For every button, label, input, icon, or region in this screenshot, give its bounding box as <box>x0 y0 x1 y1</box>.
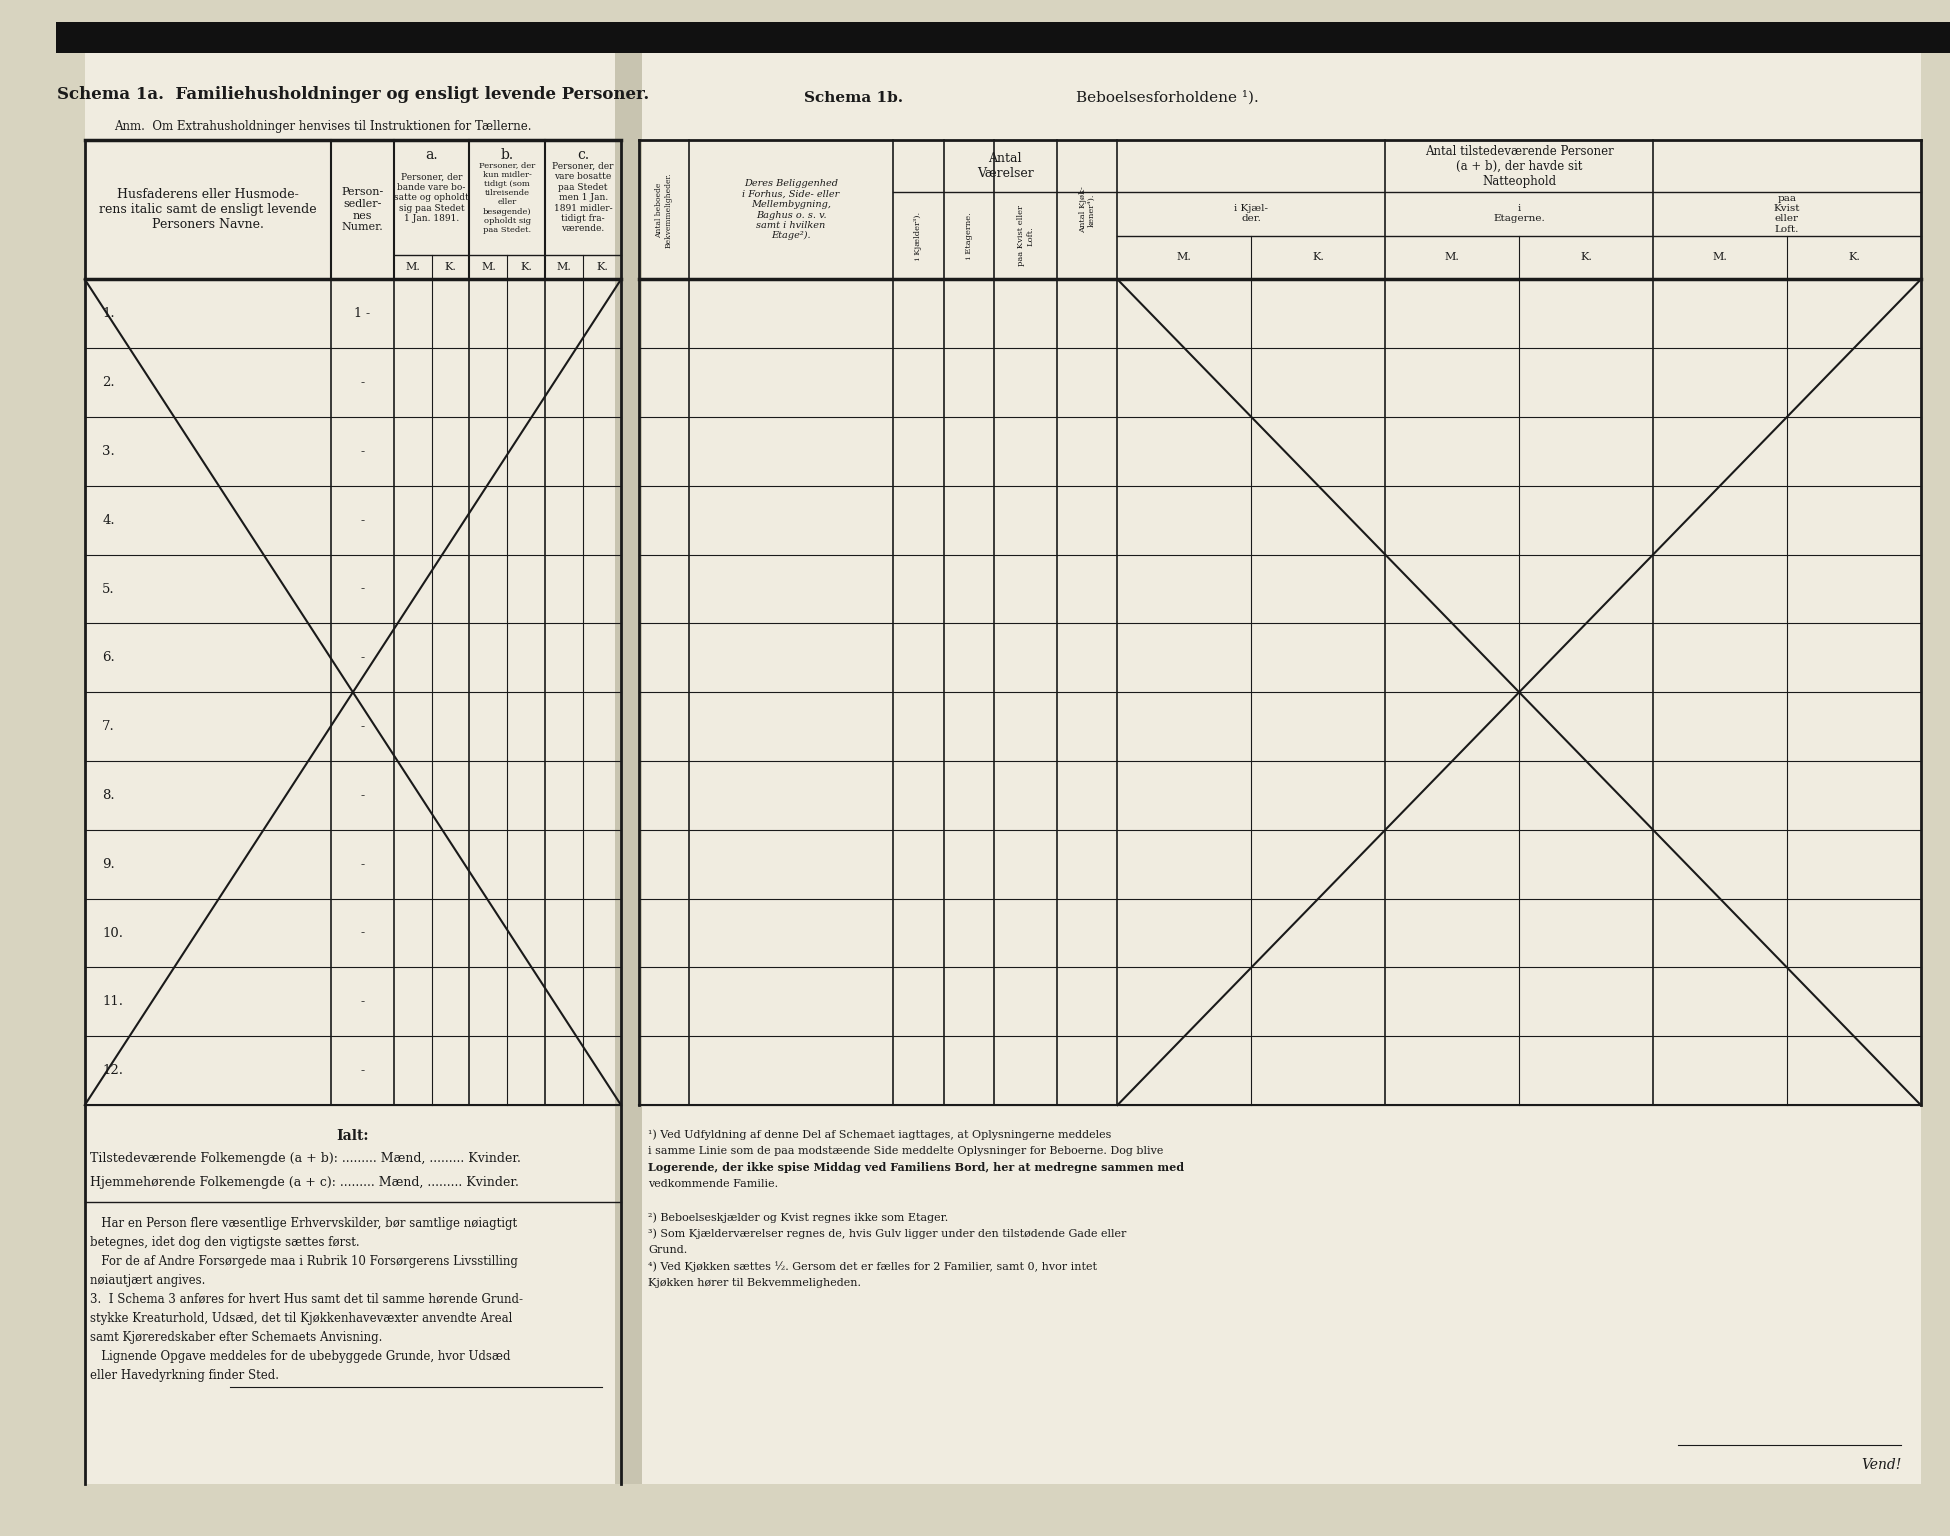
Text: Husfaderens eller Husmode-
rens italic samt de ensligt levende
Personers Navne.: Husfaderens eller Husmode- rens italic s… <box>99 189 316 232</box>
Text: -: - <box>361 513 365 527</box>
Text: M.: M. <box>482 263 495 272</box>
Text: K.: K. <box>597 263 608 272</box>
Text: Beboelsesforholdene ¹).: Beboelsesforholdene ¹). <box>1076 91 1258 104</box>
Text: i samme Linie som de paa modstæende Side meddelte Oplysninger for Beboerne. Dog : i samme Linie som de paa modstæende Side… <box>647 1146 1164 1157</box>
Text: K.: K. <box>1312 252 1324 263</box>
Text: i
Etagerne.: i Etagerne. <box>1494 204 1544 223</box>
Text: Deres Beliggenhed
i Forhus, Side- eller
Mellembygning,
Baghus o. s. v.
samt i hv: Deres Beliggenhed i Forhus, Side- eller … <box>743 180 840 241</box>
Text: 4.: 4. <box>101 513 115 527</box>
Bar <box>57 22 1950 54</box>
Bar <box>614 51 642 1484</box>
Text: M.: M. <box>1712 252 1728 263</box>
Text: paa Kvist eller
Loft.: paa Kvist eller Loft. <box>1018 206 1034 266</box>
Text: i Etagerne.: i Etagerne. <box>965 212 973 260</box>
Text: 8.: 8. <box>101 790 115 802</box>
Text: ⁴) Ved Kjøkken sættes ½. Gersom det er fælles for 2 Familier, samt 0, hvor intet: ⁴) Ved Kjøkken sættes ½. Gersom det er f… <box>647 1261 1098 1272</box>
Text: Schema 1a.  Familiehusholdninger og ensligt levende Personer.: Schema 1a. Familiehusholdninger og ensli… <box>57 86 649 103</box>
Text: M.: M. <box>558 263 571 272</box>
Text: Antal tilstedeværende Personer
(a + b), der havde sit
Natteophold: Antal tilstedeværende Personer (a + b), … <box>1425 144 1613 187</box>
Text: -: - <box>361 651 365 664</box>
Text: Anm.  Om Extrahusholdninger henvises til Instruktionen for Tællerne.: Anm. Om Extrahusholdninger henvises til … <box>113 120 532 134</box>
Text: Schema 1b.: Schema 1b. <box>803 91 903 104</box>
Text: -: - <box>361 857 365 871</box>
Text: Antal beboede
Bekvemmeligheder.: Antal beboede Bekvemmeligheder. <box>655 172 673 247</box>
Text: -: - <box>361 926 365 940</box>
Text: Antal
Værelser: Antal Værelser <box>977 152 1034 180</box>
Text: -: - <box>361 790 365 802</box>
Text: 7.: 7. <box>101 720 115 733</box>
Text: i Kjæl-
der.: i Kjæl- der. <box>1234 204 1268 223</box>
Text: Ialt:: Ialt: <box>337 1129 369 1143</box>
Text: Har en Person flere væsentlige Erhvervskilder, bør samtlige nøiagtigt
betegnes, : Har en Person flere væsentlige Erhvervsk… <box>90 1217 523 1382</box>
Text: M.: M. <box>1178 252 1191 263</box>
Text: Vend!: Vend! <box>1860 1458 1901 1471</box>
Text: Grund.: Grund. <box>647 1246 688 1255</box>
Text: Personer, der
kun midler-
tidigt (som
tilreisende
eller
besøgende)
opholdt sig
p: Personer, der kun midler- tidigt (som ti… <box>480 161 536 233</box>
Text: M.: M. <box>1445 252 1461 263</box>
Text: 10.: 10. <box>101 926 123 940</box>
Text: K.: K. <box>521 263 532 272</box>
Text: ²) Beboelseskjælder og Kvist regnes ikke som Etager.: ²) Beboelseskjælder og Kvist regnes ikke… <box>647 1212 948 1223</box>
Text: -: - <box>361 376 365 389</box>
Text: ¹) Ved Udfyldning af denne Del af Schemaet iagttages, at Oplysningerne meddeles: ¹) Ved Udfyldning af denne Del af Schema… <box>647 1129 1111 1140</box>
Text: Logerende, der ikke spise Middag ved Familiens Bord, her at medregne sammen med: Logerende, der ikke spise Middag ved Fam… <box>647 1163 1184 1174</box>
Text: -: - <box>361 582 365 596</box>
Text: -: - <box>361 1064 365 1077</box>
Text: 12.: 12. <box>101 1064 123 1077</box>
Text: 1.: 1. <box>101 307 115 319</box>
Text: Kjøkken hører til Bekvemmeligheden.: Kjøkken hører til Bekvemmeligheden. <box>647 1278 862 1289</box>
Text: Personer, der
vare bosatte
paa Stedet
men 1 Jan.
1891 midler-
tidigt fra-
værend: Personer, der vare bosatte paa Stedet me… <box>552 161 614 233</box>
Text: Personer, der
bande vare bo-
satte og opholdt
sig paa Stedet
1 Jan. 1891.: Personer, der bande vare bo- satte og op… <box>394 172 468 223</box>
Text: ³) Som Kjælderværelser regnes de, hvis Gulv ligger under den tilstødende Gade el: ³) Som Kjælderværelser regnes de, hvis G… <box>647 1229 1127 1240</box>
Text: 11.: 11. <box>101 995 123 1008</box>
Text: 3.: 3. <box>101 445 115 458</box>
Text: M.: M. <box>406 263 419 272</box>
Bar <box>638 51 1921 1484</box>
Text: 6.: 6. <box>101 651 115 664</box>
Text: K.: K. <box>445 263 456 272</box>
Text: vedkommende Familie.: vedkommende Familie. <box>647 1180 778 1189</box>
Text: 2.: 2. <box>101 376 115 389</box>
Text: 5.: 5. <box>101 582 115 596</box>
Text: Hjemmehørende Folkemengde (a + c): ......... Mænd, ......... Kvinder.: Hjemmehørende Folkemengde (a + c): .....… <box>90 1177 519 1189</box>
Text: paa
Kvist
eller
Loft.: paa Kvist eller Loft. <box>1774 194 1800 233</box>
Text: -: - <box>361 720 365 733</box>
Text: Person-
sedler-
nes
Numer.: Person- sedler- nes Numer. <box>341 187 384 232</box>
Text: K.: K. <box>1580 252 1591 263</box>
Text: -: - <box>361 445 365 458</box>
Bar <box>84 51 620 1484</box>
Text: -: - <box>361 995 365 1008</box>
Text: 9.: 9. <box>101 857 115 871</box>
Text: i Kjælder³).: i Kjælder³). <box>915 212 922 260</box>
Text: K.: K. <box>1849 252 1860 263</box>
Text: Tilstedeværende Folkemengde (a + b): ......... Mænd, ......... Kvinder.: Tilstedeværende Folkemengde (a + b): ...… <box>90 1152 521 1164</box>
Text: b.: b. <box>501 147 515 163</box>
Text: 1 -: 1 - <box>355 307 370 319</box>
Text: Antal Kjøk-
kener⁴).: Antal Kjøk- kener⁴). <box>1078 186 1096 233</box>
Text: c.: c. <box>577 147 589 163</box>
Text: a.: a. <box>425 147 439 163</box>
